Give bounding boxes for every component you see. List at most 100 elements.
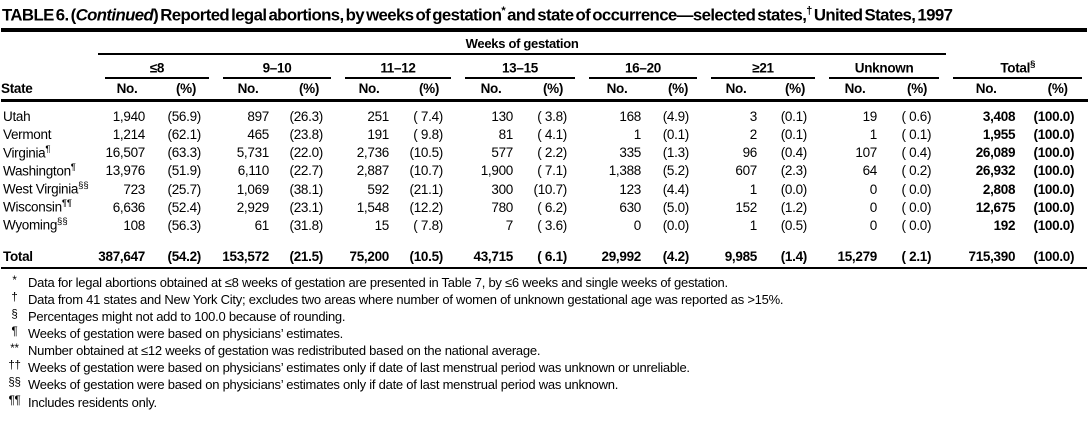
no-cell: 64 [862, 163, 878, 179]
pct-header: (%) [156, 78, 216, 102]
footnote: ** Number obtained at ≤12 weeks of gestat… [1, 342, 1087, 359]
pct-cell: (2.3) [780, 163, 808, 179]
pct-cell: (4.4) [662, 181, 690, 197]
pct-header: (%) [400, 78, 458, 102]
group-le8: ≤8 [98, 54, 216, 79]
pct-cell: ( 0.6) [901, 108, 932, 124]
pct-cell: ( 2.2) [537, 145, 567, 161]
pct-cell: (5.0) [662, 199, 690, 215]
footnote: ¶ Weeks of gestation were based on physic… [1, 325, 1087, 342]
no-cell: 81 [498, 126, 514, 142]
no-cell: 1,955 [982, 126, 1016, 142]
pct-cell: ( 0.0) [901, 181, 932, 197]
spanner-spacer [946, 36, 1088, 54]
pct-cell: (10.5) [409, 145, 444, 161]
pct-cell: (1.2) [780, 199, 808, 215]
pct-cell: (100.0) [1033, 126, 1075, 142]
no-header: No. [98, 78, 156, 102]
pct-cell: (100.0) [1033, 163, 1075, 179]
pct-cell: ( 7.8) [413, 217, 443, 233]
pct-cell: (0.4) [780, 145, 808, 161]
no-cell: 13,976 [105, 163, 146, 179]
pct-cell: ( 0.2) [901, 163, 932, 179]
no-cell: 251 [367, 108, 389, 124]
no-cell: 9,985 [724, 248, 758, 264]
state-footnote-marker: ¶¶ [61, 198, 73, 210]
pct-cell: (0.1) [662, 126, 690, 142]
group-9-10: 9–10 [216, 54, 338, 79]
pct-cell: (31.8) [289, 217, 324, 233]
no-cell: 0 [633, 217, 642, 233]
no-cell: 2,736 [356, 145, 390, 161]
no-cell: 2,887 [356, 163, 390, 179]
pct-cell: (22.0) [289, 145, 324, 161]
title-suffix: United States, 1997 [811, 5, 953, 25]
footnote-text: Percentages might not add to 100.0 becau… [28, 309, 346, 325]
footnote: †† Weeks of gestation were based on physi… [1, 359, 1087, 376]
no-cell: 61 [254, 217, 270, 233]
spanner-row: Weeks of gestation [1, 36, 1088, 56]
footnote: ¶¶ Includes residents only. [1, 394, 1087, 411]
no-cell: 16,507 [105, 145, 146, 161]
pct-cell: (0.1) [780, 108, 808, 124]
state-cell: Utah [3, 108, 31, 124]
pct-cell: (23.8) [289, 126, 324, 142]
pct-header: (%) [1026, 78, 1088, 102]
pct-cell: (1.4) [780, 248, 808, 264]
state-cell: Wyoming§§ [3, 216, 68, 233]
no-cell: 153,572 [222, 248, 269, 264]
title-continued: Continued [75, 5, 154, 25]
group-header-row: ≤8 9–10 11–12 13–15 16–20 ≥21 Unknown To… [1, 54, 1088, 79]
table-bottom-rule [1, 266, 1087, 269]
group-unknown: Unknown [822, 54, 946, 79]
pct-cell: (25.7) [167, 181, 202, 197]
no-cell: 1,548 [356, 199, 390, 215]
pct-cell: ( 3.8) [537, 108, 567, 124]
footnote-symbol: †† [8, 360, 21, 373]
state-cell: Wisconsin¶¶ [3, 198, 73, 215]
no-cell: 1,069 [236, 181, 270, 197]
footnote-symbol: ¶ [11, 326, 18, 339]
table-title: TABLE 6. (Continued) Reported legal abor… [1, 1, 1087, 25]
group-13-15: 13–15 [458, 54, 582, 79]
pct-cell: (0.5) [780, 217, 808, 233]
pct-cell: (0.0) [780, 181, 808, 197]
no-cell: 1 [749, 217, 758, 233]
no-cell: 29,992 [601, 248, 642, 264]
pct-cell: ( 0.0) [901, 199, 932, 215]
pct-cell: ( 7.1) [537, 163, 567, 179]
no-cell: 2 [749, 126, 758, 142]
footnote-symbol: ¶¶ [8, 394, 21, 407]
no-cell: 7 [505, 217, 514, 233]
pct-cell: ( 0.1) [901, 126, 932, 142]
footnote-symbol: * [12, 274, 17, 287]
no-cell: 107 [855, 145, 877, 161]
no-cell: 335 [619, 145, 641, 161]
state-footnote-marker: §§ [57, 216, 68, 228]
no-cell: 0 [869, 217, 878, 233]
no-cell: 12,675 [975, 199, 1016, 215]
title-mid: and state of occurrence—selected states, [505, 5, 807, 25]
no-cell: 592 [367, 181, 389, 197]
no-cell: 0 [869, 181, 878, 197]
title-after-continued: ) Reported legal abortions, by weeks of … [153, 5, 502, 25]
weeks-of-gestation-spanner: Weeks of gestation [98, 36, 947, 56]
pct-cell: (63.3) [167, 145, 202, 161]
footnote-text: Weeks of gestation were based on physici… [28, 360, 690, 376]
footnote-symbol: § [11, 309, 18, 322]
pct-cell: ( 9.8) [413, 126, 443, 142]
no-cell: 897 [247, 108, 269, 124]
no-cell: 168 [619, 108, 641, 124]
no-cell: 96 [742, 145, 758, 161]
footnote-text: Data from 41 states and New York City; e… [28, 292, 784, 307]
no-cell: 19 [862, 108, 878, 124]
no-cell: 1,214 [112, 126, 146, 142]
pct-cell: (56.9) [167, 108, 202, 124]
footnote: † Data from 41 states and New York City; … [1, 291, 1087, 308]
pct-cell: (62.1) [167, 126, 202, 142]
pct-cell: (0.1) [780, 126, 808, 142]
spanner-spacer [1, 36, 98, 54]
no-cell: 192 [993, 217, 1016, 233]
state-cell: Vermont [3, 126, 52, 142]
subheader-row: State No. (%) No. (%) No. (%) No. (%) No… [1, 78, 1088, 102]
